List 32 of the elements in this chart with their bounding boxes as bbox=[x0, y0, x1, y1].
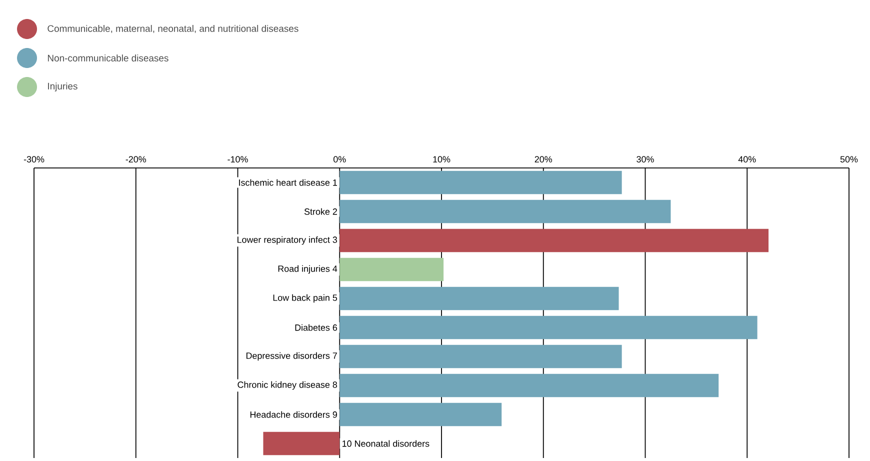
x-tick-label: 20% bbox=[534, 156, 552, 162]
bar bbox=[340, 316, 758, 340]
bar bbox=[340, 374, 719, 398]
x-tick-label: -30% bbox=[24, 156, 44, 162]
bar bbox=[340, 228, 769, 252]
y-tick-label: Stroke 2 bbox=[304, 208, 337, 215]
x-tick-label: -10% bbox=[228, 156, 248, 162]
bar bbox=[340, 258, 444, 282]
y-tick-label: Depressive disorders 7 bbox=[246, 352, 337, 361]
bar bbox=[340, 200, 671, 224]
legend-label: Non-communicable diseases bbox=[48, 54, 168, 62]
y-tick-label: Chronic kidney disease 8 bbox=[238, 381, 338, 390]
y-tick-label: Ischemic heart disease 1 bbox=[239, 179, 337, 186]
y-tick-label: Headache disorders 9 bbox=[250, 411, 337, 418]
y-tick-label: Low back pain 5 bbox=[273, 294, 338, 303]
bar bbox=[340, 402, 502, 426]
legend-label: Communicable, maternal, neonatal, and nutritional diseases bbox=[48, 24, 298, 34]
y-tick-label: Lower respiratory infect 3 bbox=[238, 236, 338, 245]
x-tick-label: 30% bbox=[636, 156, 654, 162]
bar bbox=[340, 170, 622, 194]
x-tick-label: 0% bbox=[334, 156, 346, 162]
bar bbox=[340, 286, 619, 310]
bar bbox=[263, 432, 340, 456]
y-tick-label: Road injuries 4 bbox=[278, 265, 338, 274]
y-tick-label: 10 Neonatal disorders bbox=[342, 440, 430, 447]
x-tick-label: 40% bbox=[738, 156, 756, 162]
y-tick-label: Diabetes 6 bbox=[295, 324, 338, 331]
x-tick-label: 50% bbox=[840, 156, 858, 162]
legend-label: Injuries bbox=[48, 82, 78, 92]
x-tick-label: -20% bbox=[126, 156, 146, 162]
bar bbox=[340, 344, 622, 368]
x-tick-label: 10% bbox=[433, 156, 450, 162]
